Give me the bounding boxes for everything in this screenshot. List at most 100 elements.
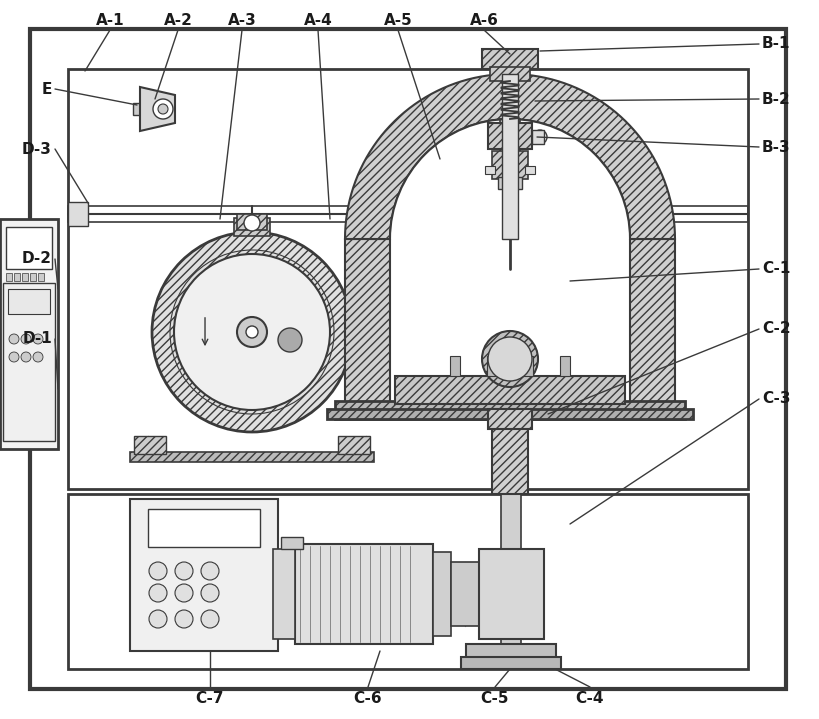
Bar [450, 562, 478, 626]
Bar [482, 49, 537, 69]
Bar [484, 166, 495, 174]
Bar [486, 356, 496, 376]
Bar [487, 123, 532, 149]
Bar [497, 177, 522, 189]
Text: C-7: C-7 [196, 691, 224, 706]
Bar [130, 499, 278, 651]
Bar [491, 414, 527, 494]
Bar [478, 549, 543, 639]
Bar [500, 489, 520, 651]
Text: A-3: A-3 [228, 13, 256, 28]
Circle shape [21, 352, 31, 362]
Text: C-1: C-1 [761, 262, 790, 277]
Text: A-2: A-2 [163, 13, 192, 28]
Bar [68, 494, 747, 669]
Bar [327, 409, 692, 419]
Text: E: E [42, 81, 52, 96]
Bar [8, 289, 50, 314]
Circle shape [246, 326, 258, 338]
Circle shape [174, 584, 192, 602]
Circle shape [149, 562, 167, 580]
Bar [432, 552, 450, 636]
Circle shape [158, 104, 168, 114]
Text: B-3: B-3 [761, 139, 790, 155]
Bar [133, 103, 143, 115]
Bar [335, 401, 684, 419]
Circle shape [174, 254, 329, 410]
Bar [345, 239, 390, 419]
Bar [629, 239, 674, 419]
Bar [147, 509, 260, 547]
Bar [490, 67, 529, 81]
Circle shape [237, 317, 267, 347]
Circle shape [21, 334, 31, 344]
Bar [501, 74, 518, 239]
Circle shape [9, 352, 19, 362]
Text: A-6: A-6 [469, 13, 498, 28]
Bar [491, 151, 527, 179]
Circle shape [278, 328, 301, 352]
Bar [524, 166, 534, 174]
Bar [14, 273, 20, 281]
Bar [487, 409, 532, 429]
Circle shape [201, 562, 219, 580]
Bar [233, 218, 269, 236]
Circle shape [33, 352, 43, 362]
Bar [281, 537, 303, 549]
Bar [523, 356, 532, 376]
Text: C-4: C-4 [575, 691, 604, 706]
Bar [0, 219, 58, 449]
Text: C-3: C-3 [761, 392, 790, 406]
Bar [3, 283, 55, 441]
Text: A-1: A-1 [96, 13, 124, 28]
Circle shape [532, 130, 546, 144]
Text: A-4: A-4 [303, 13, 332, 28]
Bar [237, 214, 267, 230]
Circle shape [201, 584, 219, 602]
Bar [500, 119, 519, 159]
Circle shape [174, 610, 192, 628]
Bar [38, 273, 44, 281]
Polygon shape [390, 119, 629, 239]
Text: C-6: C-6 [353, 691, 382, 706]
Text: C-2: C-2 [761, 321, 790, 336]
Bar [6, 273, 12, 281]
Text: B-2: B-2 [761, 91, 790, 106]
Circle shape [487, 337, 532, 381]
Bar [337, 436, 369, 454]
Bar [68, 206, 747, 222]
Bar [133, 436, 165, 454]
Bar [295, 544, 432, 644]
Text: A-5: A-5 [383, 13, 412, 28]
Circle shape [152, 232, 351, 432]
Bar [450, 356, 459, 376]
Polygon shape [140, 87, 174, 131]
Bar [460, 657, 560, 669]
Bar [559, 356, 569, 376]
Bar [68, 69, 747, 489]
Text: C-5: C-5 [480, 691, 509, 706]
Circle shape [33, 334, 43, 344]
Bar [273, 549, 295, 639]
Circle shape [149, 584, 167, 602]
Text: D-1: D-1 [22, 331, 52, 347]
Bar [465, 644, 555, 664]
Text: D-3: D-3 [22, 142, 52, 157]
Bar [30, 273, 36, 281]
Bar [130, 452, 373, 462]
Circle shape [174, 562, 192, 580]
Circle shape [201, 610, 219, 628]
Bar [68, 202, 88, 226]
Circle shape [153, 99, 173, 119]
Circle shape [482, 331, 537, 387]
Bar [532, 130, 543, 144]
Text: B-1: B-1 [761, 37, 790, 52]
Text: D-2: D-2 [22, 252, 52, 267]
Bar [395, 376, 624, 404]
Circle shape [9, 334, 19, 344]
Circle shape [244, 215, 260, 231]
Polygon shape [345, 74, 674, 239]
Bar [22, 273, 28, 281]
Bar [6, 227, 52, 269]
Circle shape [149, 610, 167, 628]
